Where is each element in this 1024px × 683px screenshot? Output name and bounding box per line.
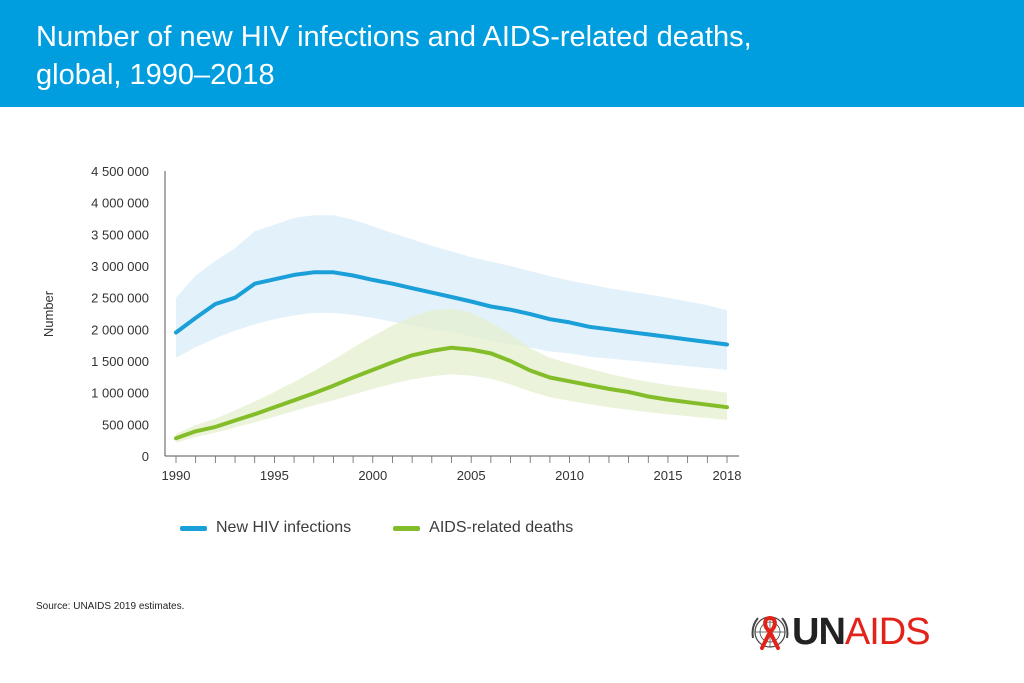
source-note: Source: UNAIDS 2019 estimates. — [36, 601, 185, 612]
logo-wordmark: UNAIDS — [792, 611, 931, 653]
chart-legend: New HIV infections AIDS-related deaths — [180, 517, 615, 539]
legend-label-deaths: AIDS-related deaths — [429, 519, 574, 536]
title-line-2: global, 1990–2018 — [36, 59, 275, 91]
legend-item-deaths: AIDS-related deaths — [393, 519, 573, 537]
series-line-infections — [174, 270, 729, 347]
y-axis-label: Number — [41, 290, 56, 337]
page-title: Number of new HIV infections and AIDS-re… — [36, 18, 936, 94]
legend-swatch-deaths — [393, 525, 421, 531]
title-banner: Number of new HIV infections and AIDS-re… — [0, 0, 1024, 107]
y-tick-label: 1 500 000 — [91, 354, 149, 369]
legend-swatch-infections — [180, 525, 207, 531]
uncertainty-band-infections — [176, 215, 727, 370]
legend-item-infections: New HIV infections — [180, 519, 351, 537]
series-line-deaths — [174, 345, 729, 441]
y-tick-label: 3 500 000 — [91, 227, 149, 242]
x-tick-label: 2005 — [457, 468, 486, 483]
uncertainty-band-deaths — [176, 308, 727, 443]
x-tick-label: 1995 — [260, 468, 289, 483]
legend-label-infections: New HIV infections — [216, 519, 352, 536]
unaids-logo: UNAIDS — [748, 610, 931, 654]
y-tick-label: 4 500 000 — [91, 164, 149, 179]
title-line-1: Number of new HIV infections and AIDS-re… — [36, 21, 752, 53]
y-tick-label: 2 500 000 — [91, 291, 149, 306]
un-emblem-red-ribbon-icon — [751, 616, 789, 650]
y-tick-label: 1 000 000 — [91, 386, 149, 401]
y-tick-label: 500 000 — [102, 417, 149, 432]
x-tick-label: 2015 — [654, 468, 683, 483]
y-tick-label: 4 000 000 — [91, 196, 149, 211]
x-tick-label: 2018 — [713, 468, 742, 483]
x-tick-label: 2010 — [555, 468, 584, 483]
y-tick-label: 0 — [142, 449, 149, 464]
x-tick-label: 1990 — [162, 468, 191, 483]
y-tick-label: 2 000 000 — [91, 322, 149, 337]
y-tick-label: 3 000 000 — [91, 259, 149, 274]
x-tick-label: 2000 — [358, 468, 387, 483]
hiv-chart: 0 500 000 1 000 000 1 500 000 2 000 000 2 500… — [41, 164, 742, 483]
